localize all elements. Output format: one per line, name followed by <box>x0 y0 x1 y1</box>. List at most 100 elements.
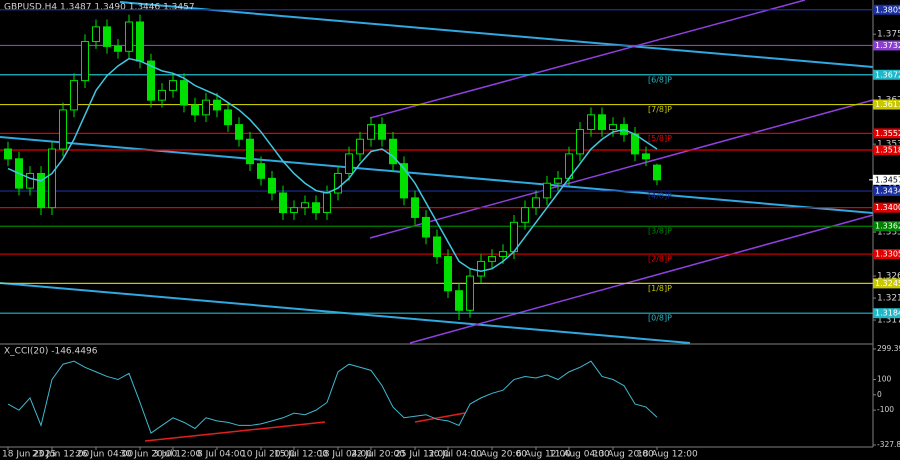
level-price-label: 1.3400 <box>875 203 900 212</box>
candle-body <box>422 216 430 238</box>
candle-body <box>235 124 243 140</box>
moving-average <box>7 57 658 272</box>
level-price-box <box>873 69 900 80</box>
candle-body <box>433 236 441 258</box>
candle-body <box>631 133 639 155</box>
level-price-label: 1.3184 <box>875 309 900 318</box>
x-tick-label: 30 Jun 20:00 <box>120 450 177 460</box>
y-tick-label: -327.8322 <box>877 440 900 449</box>
candle-body <box>477 260 485 277</box>
y-tick-label: 0 <box>877 390 882 399</box>
candle-body <box>26 172 34 189</box>
candle-body <box>554 177 562 184</box>
y-tick-label: 1.3530 <box>877 140 900 150</box>
x-tick-label: 18 Aug 12:00 <box>637 450 698 460</box>
x-tick-label: 18 Jun 2025 <box>2 450 56 460</box>
level-price-box <box>873 4 900 15</box>
x-tick-label: 10 Jul 20:00 <box>241 450 295 460</box>
y-tick-label: 1.3755 <box>877 30 900 40</box>
level-price-label: 1.3245 <box>875 279 900 288</box>
candle-body <box>521 207 529 223</box>
level-name: [0/8]P <box>648 314 672 323</box>
candle-body <box>92 26 100 43</box>
level-price-label: 1.3552 <box>875 129 900 138</box>
candle-body <box>400 163 408 199</box>
candle-body <box>455 290 463 311</box>
divergence-line <box>414 412 466 423</box>
candle-body <box>499 251 507 258</box>
candle-body <box>147 60 155 101</box>
level-price-box <box>873 278 900 289</box>
candle-body <box>587 114 595 130</box>
level-name: [1/8]P <box>648 284 672 293</box>
candle-body <box>279 192 287 214</box>
channel-line <box>369 99 874 239</box>
candle-body <box>312 202 320 214</box>
y-tick-label: 100 <box>877 375 892 384</box>
indicator-title: X_CCI(20) -146.4496 <box>4 347 98 357</box>
candle-body <box>543 182 551 199</box>
trend-line <box>119 1 874 68</box>
candle-body <box>466 275 474 311</box>
level-name: [5/8]P <box>648 134 672 143</box>
x-tick-label: 1 Aug 20:00 <box>472 450 527 460</box>
level-price-box <box>873 249 900 260</box>
y-tick-label: 1.3350 <box>877 228 900 238</box>
candle-body <box>169 80 177 91</box>
candle-body <box>213 99 221 111</box>
x-tick-label: 25 Jul 12:00 <box>395 450 449 460</box>
x-tick-label: 23 Jun 12:00 <box>32 450 89 460</box>
level-price-box <box>873 308 900 319</box>
candle-body <box>70 80 78 111</box>
candle-body <box>488 256 496 262</box>
candle-body <box>268 177 276 194</box>
candle-body <box>125 21 133 52</box>
candle-body <box>378 124 386 140</box>
candle-body <box>642 153 650 160</box>
chart-title: GBPUSD,H4 1.3487 1.3490 1.3446 1.3457 <box>4 3 195 13</box>
candle-body <box>136 21 144 62</box>
candle-body <box>224 109 232 126</box>
x-tick-label: 6 Aug 12:00 <box>516 450 571 460</box>
x-tick-label: 18 Jul 04:00 <box>318 450 372 460</box>
candle-body <box>37 172 45 209</box>
level-price-box <box>873 221 900 232</box>
candle-body <box>367 124 375 140</box>
candle-body <box>444 256 452 292</box>
level-price-label: 1.3518 <box>875 146 900 155</box>
level-price-label: 1.3611 <box>875 100 900 109</box>
x-tick-label: 30 Jul 04:00 <box>428 450 482 460</box>
y-tick-label: -100 <box>877 405 894 414</box>
candle-body <box>389 138 397 165</box>
candle-body <box>356 138 364 155</box>
candle-body <box>334 172 342 194</box>
y-tick-label: 1.3260 <box>877 272 900 282</box>
x-tick-label: 26 Jun 04:00 <box>76 450 133 460</box>
candle-body <box>411 197 419 218</box>
candle-body <box>48 148 56 209</box>
x-tick-label: 8 Jul 04:00 <box>197 450 246 460</box>
level-name: [3/8]P <box>648 227 672 236</box>
level-price-box <box>873 99 900 110</box>
level-price-label: 1.3305 <box>875 250 900 259</box>
y-tick-label: 1.3215 <box>877 294 900 304</box>
x-tick-label: 11 Aug 04:00 <box>549 450 610 460</box>
level-price-label: 1.3362 <box>875 222 900 231</box>
cci-line <box>7 360 658 434</box>
candle-body <box>202 99 210 116</box>
candle-body <box>301 202 309 209</box>
candle-body <box>4 148 12 160</box>
candle-body <box>191 104 199 116</box>
candle-body <box>257 163 265 179</box>
candle-body <box>180 80 188 106</box>
level-price-box <box>873 40 900 51</box>
level-price-label: 1.3805 <box>875 5 900 14</box>
candle-body <box>345 153 353 174</box>
x-tick-label: 3 Jul 12:00 <box>153 450 202 460</box>
candle-body <box>323 192 331 214</box>
candle-body <box>114 45 122 52</box>
last-price-box <box>873 174 900 185</box>
